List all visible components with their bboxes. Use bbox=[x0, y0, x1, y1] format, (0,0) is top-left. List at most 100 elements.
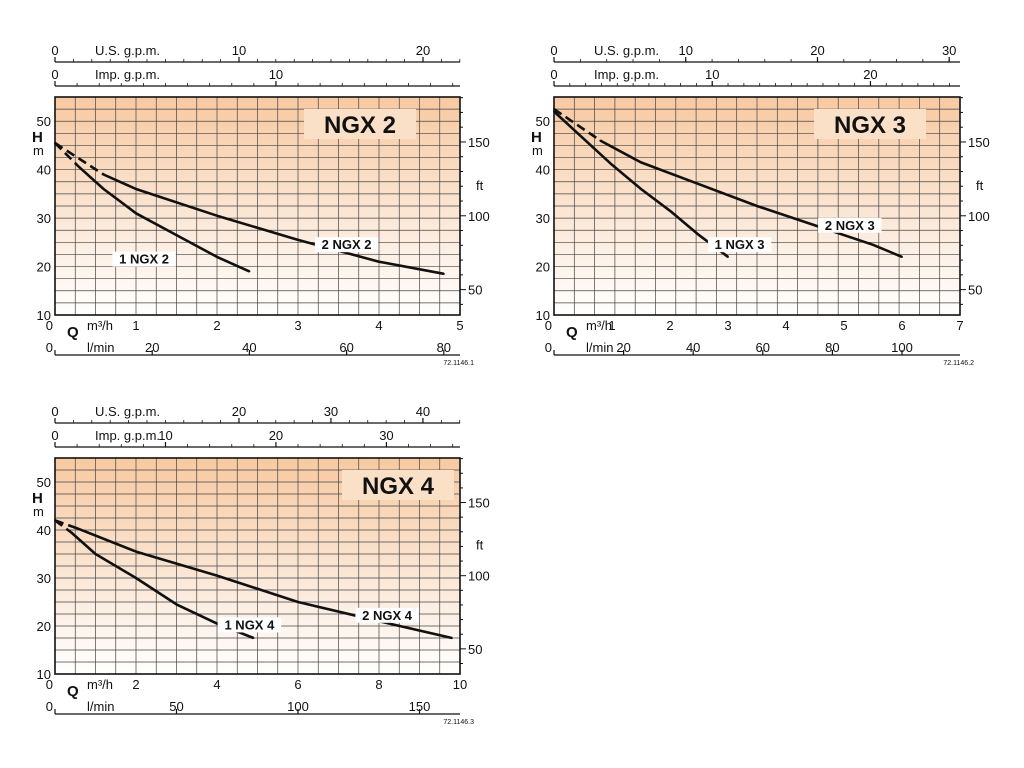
x-primary-tick-label: 4 bbox=[782, 318, 789, 333]
x-secondary-tick-label: 60 bbox=[339, 340, 353, 355]
data-point bbox=[640, 188, 642, 191]
top-axis-1-tick-label: 20 bbox=[232, 404, 246, 419]
x-primary-tick-label: 8 bbox=[375, 677, 382, 692]
x-primary-tick-label: 5 bbox=[456, 318, 463, 333]
x-primary-tick-label: 3 bbox=[294, 318, 301, 333]
data-point bbox=[582, 137, 584, 140]
chart-title-box: NGX 3 bbox=[814, 109, 926, 139]
top-axis-1-tick-label: 20 bbox=[416, 43, 430, 58]
y-left-tick-label: 40 bbox=[536, 163, 550, 178]
y-right-tick-label: 150 bbox=[968, 135, 990, 150]
data-point bbox=[54, 142, 56, 145]
x-secondary-tick-label: 40 bbox=[686, 340, 700, 355]
x-secondary-unit: l/min bbox=[87, 699, 114, 714]
data-point bbox=[252, 637, 255, 639]
top-axis-1-label: U.S. g.p.m. bbox=[95, 43, 160, 58]
top-axis-2-tick-label: 30 bbox=[379, 428, 393, 443]
plot-frame bbox=[54, 457, 461, 675]
curve-label: 1 NGX 3 bbox=[715, 237, 765, 252]
x-secondary-tick-label: 100 bbox=[891, 340, 913, 355]
data-point bbox=[102, 173, 105, 176]
x-primary-tick-label: 1 bbox=[132, 318, 139, 333]
series-2-ngx-3 bbox=[553, 108, 903, 259]
data-point bbox=[135, 550, 137, 553]
data-point bbox=[102, 188, 105, 191]
data-point bbox=[74, 526, 77, 529]
y-axis-unit-m: m bbox=[33, 143, 44, 158]
data-point bbox=[175, 234, 178, 237]
title-backdrop bbox=[814, 109, 926, 139]
y-left-tick-label: 50 bbox=[37, 475, 51, 490]
top-axis-1-label: U.S. g.p.m. bbox=[594, 43, 659, 58]
top-axis-2-tick-label: 0 bbox=[51, 67, 58, 82]
data-point bbox=[450, 637, 453, 639]
series-line bbox=[78, 166, 250, 273]
data-point bbox=[135, 188, 137, 191]
x-secondary-tick-label: 80 bbox=[437, 340, 451, 355]
x-primary-unit: m³/h bbox=[586, 318, 612, 333]
x-primary-tick-label: 4 bbox=[213, 677, 220, 692]
series-dashed-segment bbox=[553, 108, 602, 142]
top-axis-1-tick-label: 30 bbox=[942, 43, 956, 58]
title-backdrop bbox=[304, 109, 416, 139]
y-left-tick-label: 20 bbox=[37, 619, 51, 634]
data-point bbox=[94, 553, 97, 555]
top-axis-2-tick-label: 10 bbox=[158, 428, 172, 443]
x-secondary-tick-label: 60 bbox=[756, 340, 770, 355]
curve-label-backdrop bbox=[217, 617, 282, 633]
series-2-ngx-2 bbox=[54, 141, 445, 276]
y-right-unit-ft: ft bbox=[476, 538, 484, 553]
title-backdrop bbox=[342, 470, 454, 500]
curve-label: 1 NGX 4 bbox=[224, 617, 275, 632]
y-right-tick-label: 100 bbox=[468, 569, 490, 584]
top-axis-1-tick-label: 10 bbox=[678, 43, 692, 58]
curve-label-backdrop bbox=[707, 237, 772, 253]
y-left-tick-label: 30 bbox=[37, 211, 51, 226]
data-point bbox=[248, 270, 251, 273]
chart-title-box: NGX 4 bbox=[342, 470, 454, 500]
top-axis-2-tick-label: 10 bbox=[269, 67, 283, 82]
data-point bbox=[698, 234, 700, 237]
x-secondary-unit: l/min bbox=[586, 340, 613, 355]
data-point bbox=[135, 212, 137, 215]
figure-code: 72.1146.2 bbox=[943, 360, 974, 367]
data-point bbox=[553, 108, 555, 111]
curve-label: 2 NGX 3 bbox=[825, 218, 875, 233]
data-point bbox=[378, 260, 380, 263]
curve-label-backdrop bbox=[112, 251, 176, 267]
data-point bbox=[872, 243, 874, 246]
x-primary-unit: m³/h bbox=[87, 677, 113, 692]
x-secondary-unit: l/min bbox=[87, 340, 114, 355]
y-left-tick-label: 40 bbox=[37, 523, 51, 538]
data-point bbox=[175, 603, 178, 606]
figure-code: 72.1146.1 bbox=[443, 360, 474, 367]
x-secondary-tick-label: 80 bbox=[825, 340, 839, 355]
figure-code: 72.1146.3 bbox=[443, 719, 474, 726]
y-axis-letter-h: H bbox=[32, 129, 43, 146]
data-point bbox=[216, 255, 218, 258]
x-secondary-tick-label: 150 bbox=[409, 699, 431, 714]
y-right-tick-label: 100 bbox=[968, 209, 990, 224]
x-primary-tick-label: 2 bbox=[132, 677, 139, 692]
series-line bbox=[103, 173, 445, 276]
data-point bbox=[135, 577, 137, 579]
y-left-tick-label: 30 bbox=[37, 571, 51, 586]
top-axis-1-tick-label: 20 bbox=[810, 43, 824, 58]
y-right-tick-label: 50 bbox=[468, 283, 482, 298]
y-left-tick-label: 20 bbox=[536, 260, 550, 275]
y-left-tick-label: 40 bbox=[37, 163, 51, 178]
data-point bbox=[640, 161, 642, 164]
curve-label: 2 NGX 4 bbox=[362, 608, 413, 623]
y-right-tick-label: 150 bbox=[468, 135, 490, 150]
y-left-tick-label: 10 bbox=[37, 308, 51, 323]
x-secondary-tick-label: 20 bbox=[616, 340, 630, 355]
x-primary-tick-label: 7 bbox=[956, 318, 963, 333]
x-primary-tick-label: 2 bbox=[666, 318, 673, 333]
y-right-tick-label: 100 bbox=[468, 209, 490, 224]
top-axis-2-tick-label: 0 bbox=[51, 428, 58, 443]
x-primary-tick-label: 1 bbox=[608, 318, 615, 333]
y-right-unit-ft: ft bbox=[976, 178, 984, 193]
